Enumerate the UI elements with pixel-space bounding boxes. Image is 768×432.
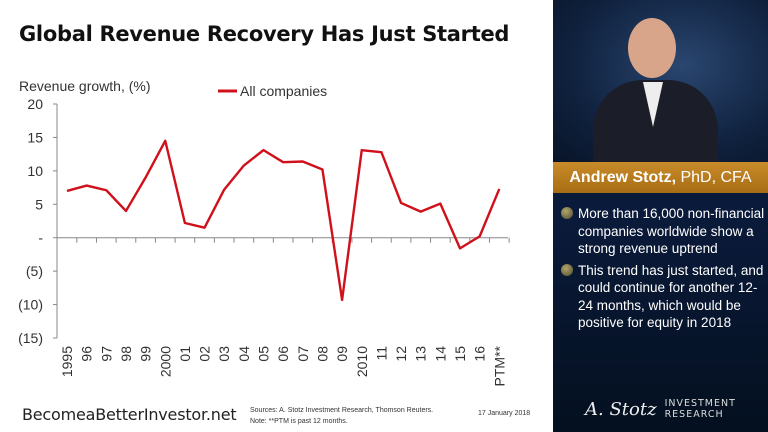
x-tick-label: 02 bbox=[197, 346, 213, 362]
bullet-icon bbox=[561, 207, 573, 219]
x-tick-label: 2010 bbox=[354, 346, 370, 377]
x-tick-label: 08 bbox=[314, 346, 330, 362]
x-tick-label: 1995 bbox=[59, 346, 75, 377]
logo-signature: A. Stotz bbox=[585, 398, 657, 420]
y-tick-label: (5) bbox=[26, 263, 43, 279]
x-tick-label: 97 bbox=[98, 346, 114, 362]
x-tick-label: PTM** bbox=[491, 345, 507, 386]
bullet-item: This trend has just started, and could c… bbox=[561, 262, 766, 332]
logo-line1: INVESTMENT bbox=[664, 398, 736, 409]
x-tick-label: 07 bbox=[295, 346, 311, 362]
x-tick-label: 11 bbox=[373, 346, 389, 361]
sources-note: Sources: A. Stotz Investment Research, T… bbox=[250, 405, 433, 427]
bullet-text: This trend has just started, and could c… bbox=[578, 262, 764, 331]
y-tick-label: 15 bbox=[27, 129, 43, 145]
x-tick-label: 09 bbox=[334, 346, 350, 362]
y-tick-label: (10) bbox=[18, 297, 43, 313]
series-line bbox=[66, 139, 501, 302]
x-tick-label: 04 bbox=[236, 346, 252, 362]
x-tick-label: 16 bbox=[472, 346, 488, 362]
y-tick-label: (15) bbox=[18, 330, 43, 346]
ptm-note: Note: **PTM is past 12 months. bbox=[250, 418, 348, 425]
y-tick-label: - bbox=[38, 230, 43, 246]
logo-line2: RESEARCH bbox=[664, 409, 724, 420]
legend: All companies bbox=[218, 83, 327, 99]
bullet-text: More than 16,000 non-financial companies… bbox=[578, 206, 765, 256]
x-tick-label: 96 bbox=[79, 346, 95, 362]
side-panel: Andrew Stotz, PhD, CFA More than 16,000 … bbox=[553, 0, 768, 432]
y-tick-label: 5 bbox=[35, 196, 43, 212]
presenter-banner: Andrew Stotz, PhD, CFA bbox=[553, 162, 768, 193]
bullet-item: More than 16,000 non-financial companies… bbox=[561, 205, 766, 258]
y-axis-label: Revenue growth, (%) bbox=[19, 78, 151, 94]
x-tick-label: 98 bbox=[118, 346, 134, 362]
presenter-photo bbox=[553, 0, 768, 162]
x-tick-label: 14 bbox=[432, 346, 448, 362]
page-title: Global Revenue Recovery Has Just Started bbox=[19, 22, 510, 46]
x-tick-label: 99 bbox=[138, 346, 154, 362]
presenter-name: Andrew Stotz, bbox=[569, 169, 677, 186]
bullet-list: More than 16,000 non-financial companies… bbox=[561, 205, 766, 336]
x-tick-label: 05 bbox=[256, 346, 272, 362]
y-tick-label: 10 bbox=[27, 163, 43, 179]
x-tick-label: 13 bbox=[413, 346, 429, 362]
line-chart: Revenue growth, (%) All companies 20 15 10… bbox=[18, 78, 510, 386]
legend-label: All companies bbox=[240, 83, 327, 99]
x-tick-label: 03 bbox=[216, 346, 232, 362]
x-tick-label: 01 bbox=[177, 346, 193, 362]
bullet-icon bbox=[561, 263, 573, 276]
sources: Sources: A. Stotz Investment Research, T… bbox=[250, 407, 434, 414]
presenter-credentials: PhD, CFA bbox=[680, 169, 752, 186]
logo: A. Stotz INVESTMENT RESEARCH bbox=[585, 398, 736, 420]
date: 17 January 2018 bbox=[478, 410, 531, 417]
x-tick-label: 06 bbox=[275, 346, 291, 362]
x-tick-label: 12 bbox=[393, 346, 409, 362]
x-tick-label: 15 bbox=[452, 346, 468, 362]
y-tick-label: 20 bbox=[27, 96, 43, 112]
head bbox=[628, 18, 676, 78]
website-label: BecomeaBetterInvestor.net bbox=[22, 405, 237, 424]
x-tick-label: 2000 bbox=[157, 346, 173, 377]
